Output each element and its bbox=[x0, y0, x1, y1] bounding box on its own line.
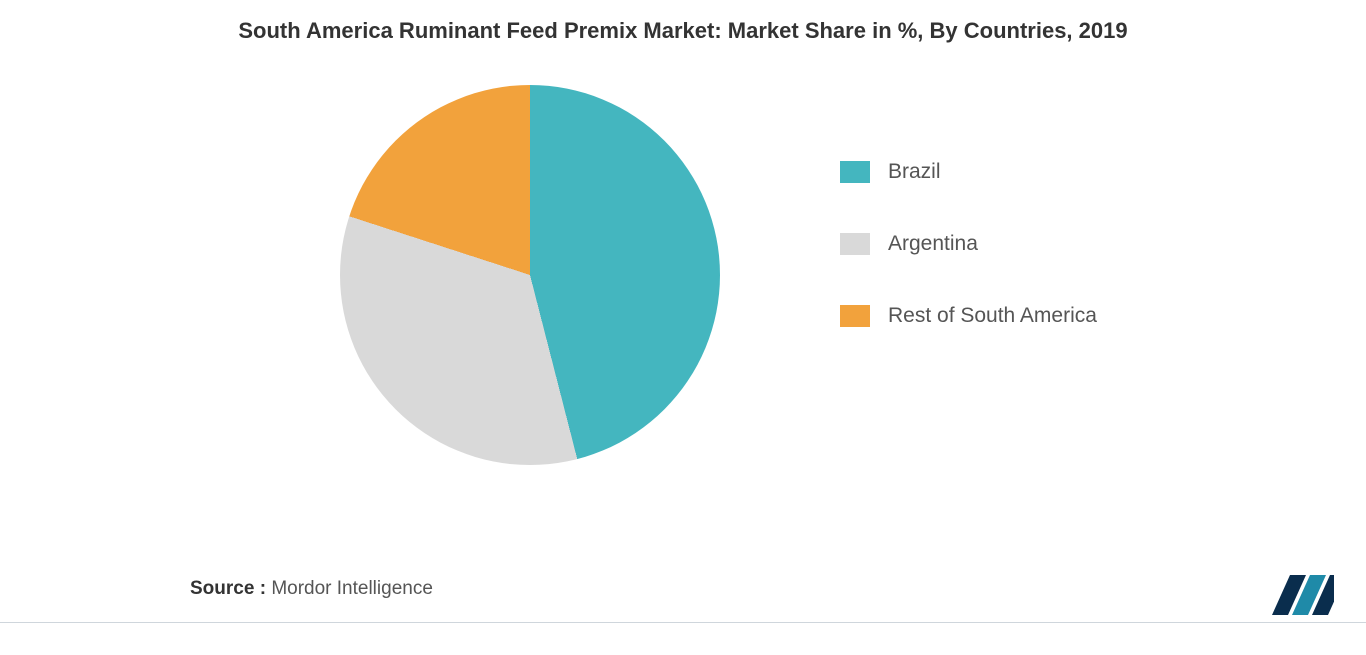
legend-label: Argentina bbox=[888, 232, 978, 256]
legend-item: Argentina bbox=[840, 232, 1097, 256]
source-label: Source : bbox=[190, 578, 266, 599]
pie-chart bbox=[340, 85, 720, 465]
legend-swatch bbox=[840, 305, 870, 327]
divider bbox=[0, 622, 1366, 623]
mordor-logo-icon bbox=[1272, 575, 1334, 615]
source-attribution: Source : Mordor Intelligence bbox=[190, 578, 433, 600]
source-text: Mordor Intelligence bbox=[271, 578, 433, 599]
legend: Brazil Argentina Rest of South America bbox=[840, 160, 1097, 328]
chart-container: South America Ruminant Feed Premix Marke… bbox=[0, 0, 1366, 655]
legend-item: Brazil bbox=[840, 160, 1097, 184]
legend-swatch bbox=[840, 233, 870, 255]
pie-disc bbox=[340, 85, 720, 465]
legend-label: Brazil bbox=[888, 160, 941, 184]
legend-item: Rest of South America bbox=[840, 304, 1097, 328]
legend-label: Rest of South America bbox=[888, 304, 1097, 328]
legend-swatch bbox=[840, 161, 870, 183]
chart-title: South America Ruminant Feed Premix Marke… bbox=[0, 18, 1366, 44]
